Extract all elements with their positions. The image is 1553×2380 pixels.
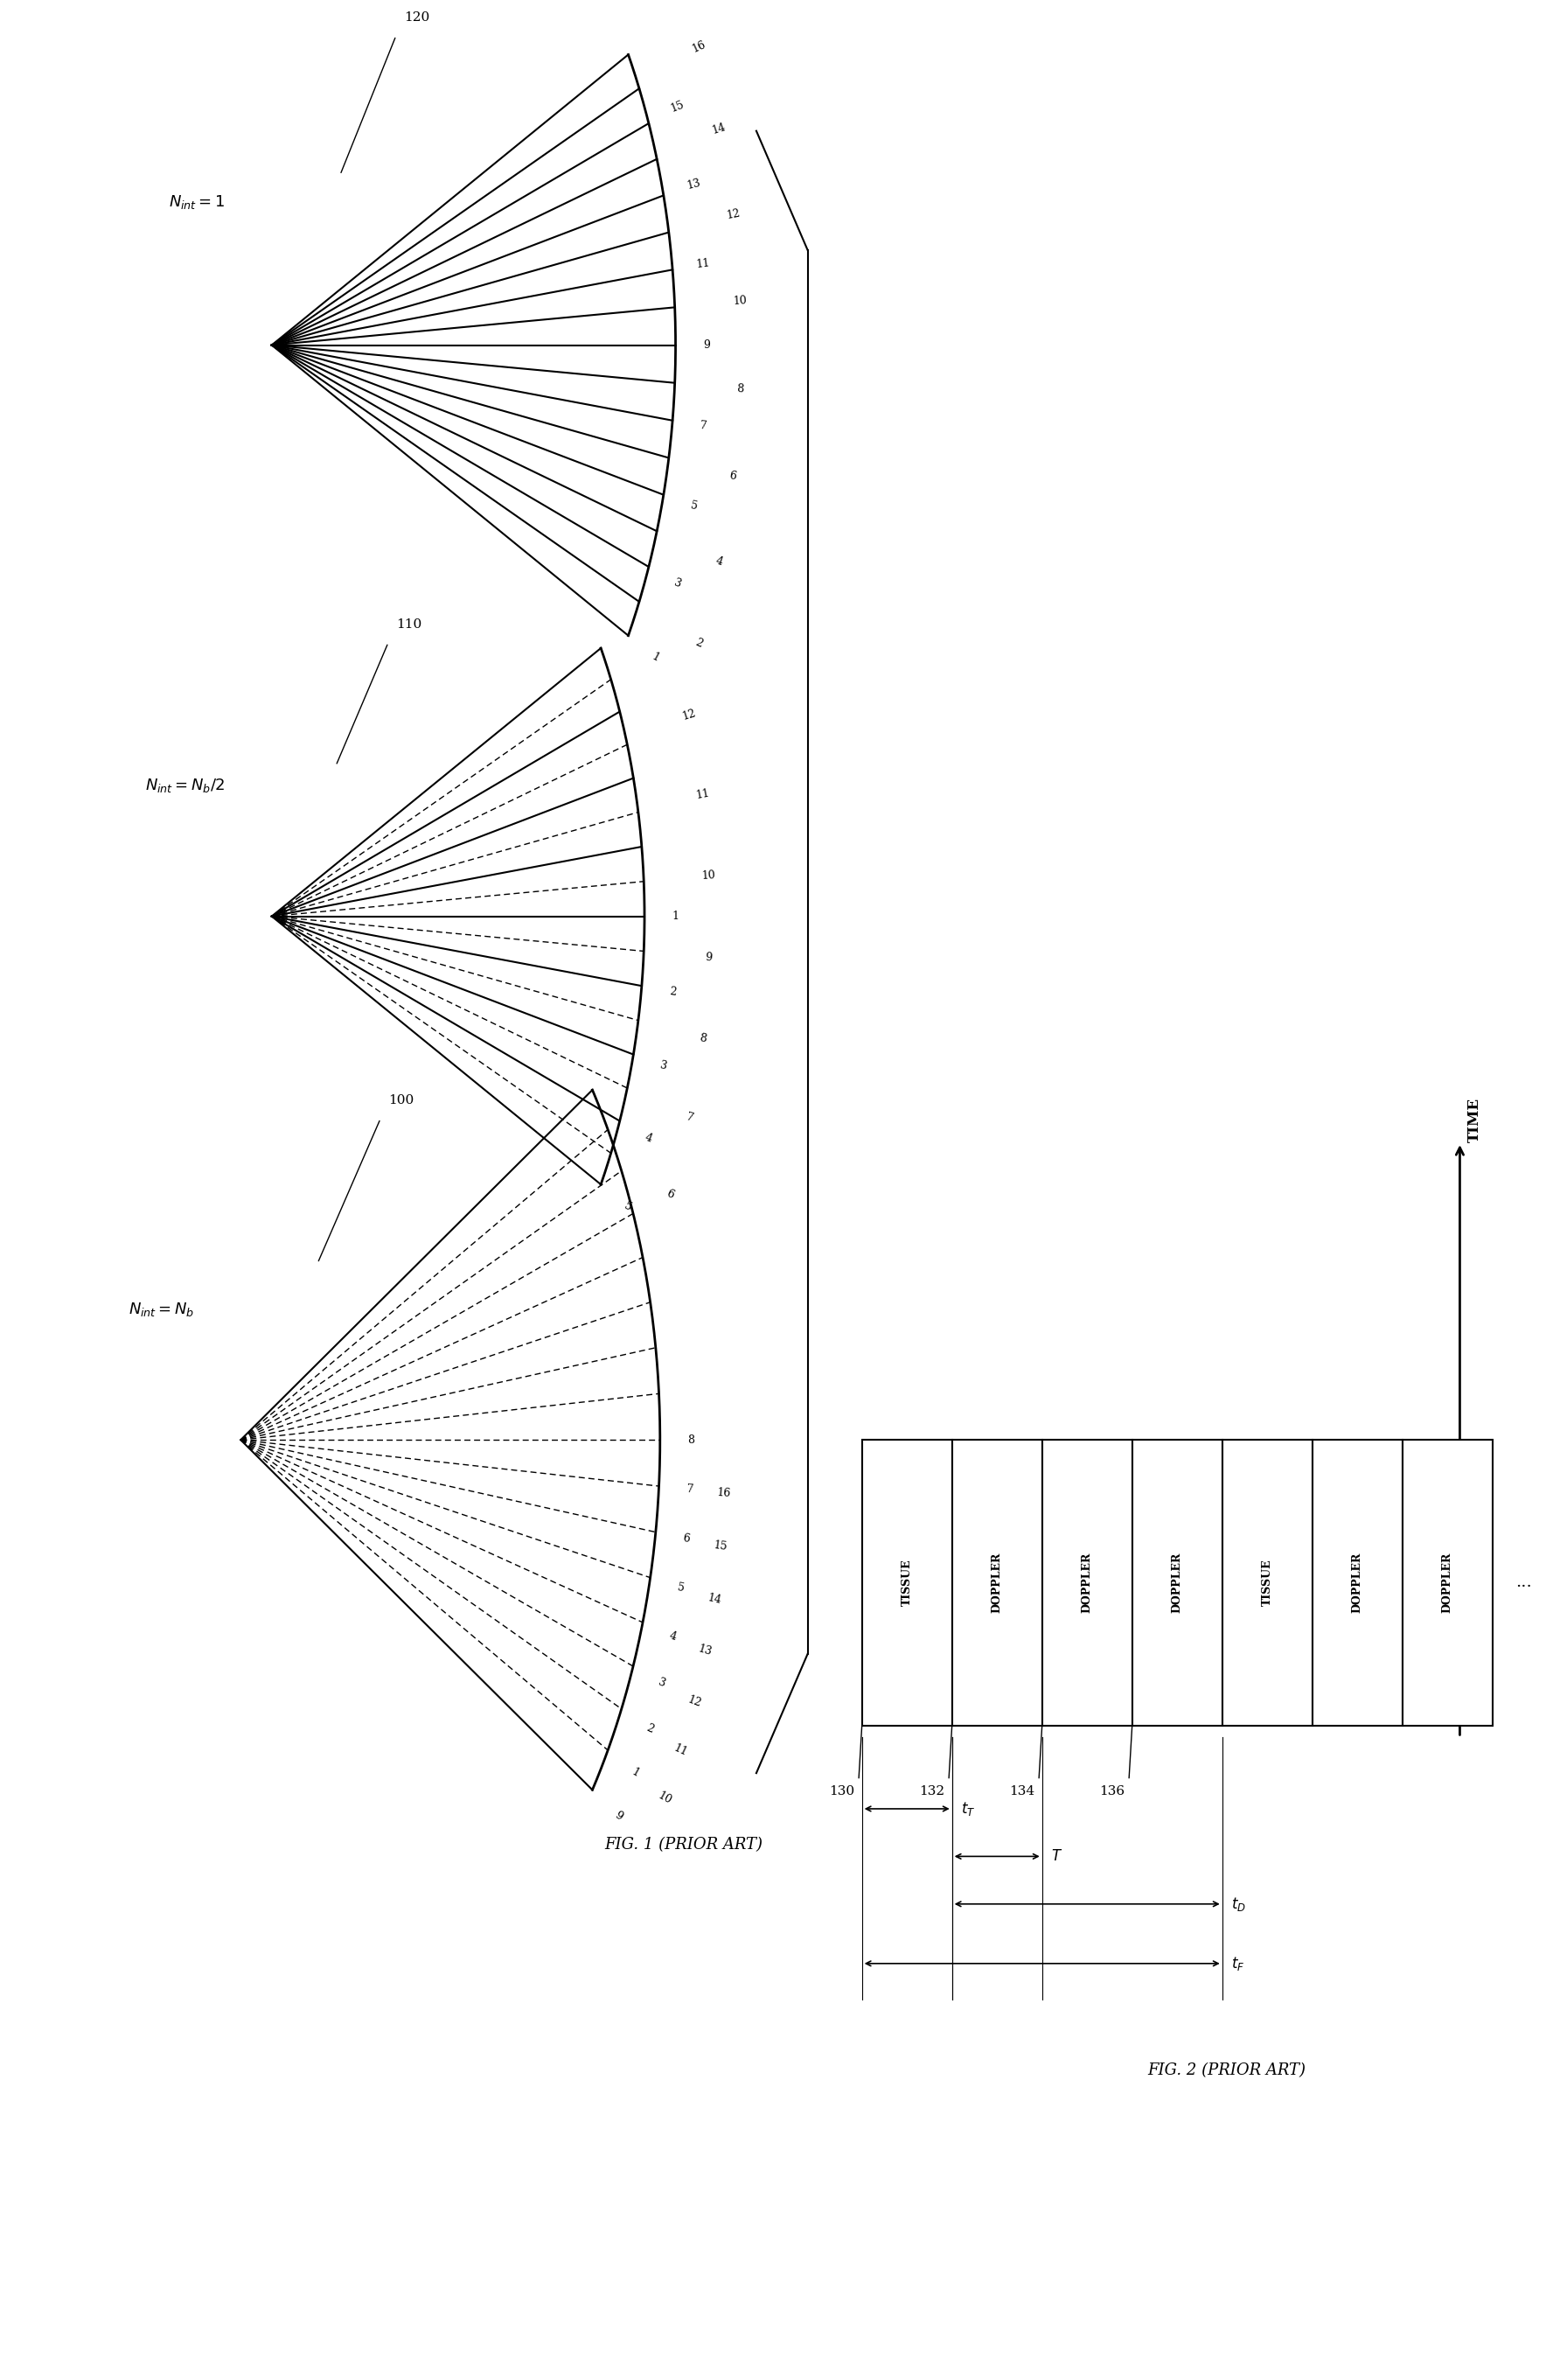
Text: DOPPLER: DOPPLER [1441,1552,1454,1614]
Polygon shape [272,647,644,1185]
Polygon shape [272,55,676,635]
Text: FIG. 1 (PRIOR ART): FIG. 1 (PRIOR ART) [604,1837,763,1852]
Text: 11: 11 [672,1742,690,1759]
Text: 4: 4 [643,1130,654,1145]
Text: 7: 7 [685,1111,694,1126]
Text: 6: 6 [665,1188,676,1202]
Text: TISSUE: TISSUE [901,1559,913,1607]
Text: 8: 8 [736,383,744,395]
Text: 3: 3 [672,578,683,590]
Text: TISSUE: TISSUE [1261,1559,1273,1607]
Text: 14: 14 [707,1592,722,1607]
Text: 1: 1 [629,1766,641,1780]
Bar [952,1440,1042,1726]
Bar [1132,1440,1222,1726]
Text: ...: ... [1516,1576,1533,1590]
Text: 5: 5 [623,1200,634,1214]
Bar [862,1440,952,1726]
Text: 100: 100 [388,1095,413,1107]
Text: 2: 2 [644,1723,655,1735]
Text: 4: 4 [714,555,724,569]
Text: 9: 9 [704,340,710,350]
Text: 12: 12 [725,207,741,221]
Text: DOPPLER: DOPPLER [991,1552,1003,1614]
Bar [1222,1440,1312,1726]
Text: 132: 132 [919,1785,944,1797]
Text: 16: 16 [690,38,707,55]
Text: 9: 9 [705,952,713,964]
Text: $t_T$: $t_T$ [961,1799,975,1818]
Text: 6: 6 [682,1533,691,1545]
Text: $N_{int}=1$: $N_{int}=1$ [169,193,225,212]
Text: 1: 1 [651,652,662,664]
Text: $T$: $T$ [1051,1849,1062,1864]
Text: DOPPLER: DOPPLER [1081,1552,1093,1614]
Text: 15: 15 [713,1540,728,1554]
Text: $N_{int}=N_b/2$: $N_{int}=N_b/2$ [144,776,225,795]
Bar [1312,1440,1402,1726]
Text: 2: 2 [668,985,677,997]
Text: 6: 6 [728,469,738,483]
Text: 4: 4 [668,1630,677,1642]
Text: FIG. 2 (PRIOR ART): FIG. 2 (PRIOR ART) [1148,2063,1306,2078]
Bar [1042,1440,1132,1726]
Text: 5: 5 [676,1583,685,1595]
Text: 10: 10 [702,869,716,881]
Text: 120: 120 [404,12,429,24]
Text: 16: 16 [716,1488,731,1499]
Text: 3: 3 [657,1676,668,1690]
Text: 10: 10 [733,295,747,307]
Text: 8: 8 [697,1033,707,1045]
Text: 12: 12 [682,707,697,721]
Text: 9: 9 [612,1809,624,1823]
Text: 15: 15 [669,98,686,114]
Text: 8: 8 [688,1435,694,1445]
Text: 12: 12 [686,1695,702,1709]
Text: 110: 110 [396,619,421,631]
Text: $t_D$: $t_D$ [1232,1894,1247,1914]
Text: 3: 3 [658,1059,668,1073]
Text: 134: 134 [1009,1785,1034,1797]
Text: $N_{int}=N_b$: $N_{int}=N_b$ [129,1299,194,1319]
Text: TIME: TIME [1468,1097,1483,1142]
Text: 13: 13 [685,176,702,190]
Text: 1: 1 [672,912,679,921]
Bar [1402,1440,1492,1726]
Text: 2: 2 [693,635,704,650]
Text: 11: 11 [696,257,711,271]
Text: 10: 10 [655,1790,674,1806]
Text: 11: 11 [694,788,710,800]
Text: 7: 7 [699,421,708,433]
Text: DOPPLER: DOPPLER [1171,1552,1183,1614]
Text: 136: 136 [1100,1785,1124,1797]
Polygon shape [241,1090,660,1790]
Text: 5: 5 [690,500,699,512]
Text: 130: 130 [829,1785,854,1797]
Text: 14: 14 [711,121,727,136]
Text: $t_F$: $t_F$ [1232,1954,1246,1973]
Text: DOPPLER: DOPPLER [1351,1552,1364,1614]
Text: 13: 13 [697,1642,714,1659]
Text: 7: 7 [686,1483,694,1495]
